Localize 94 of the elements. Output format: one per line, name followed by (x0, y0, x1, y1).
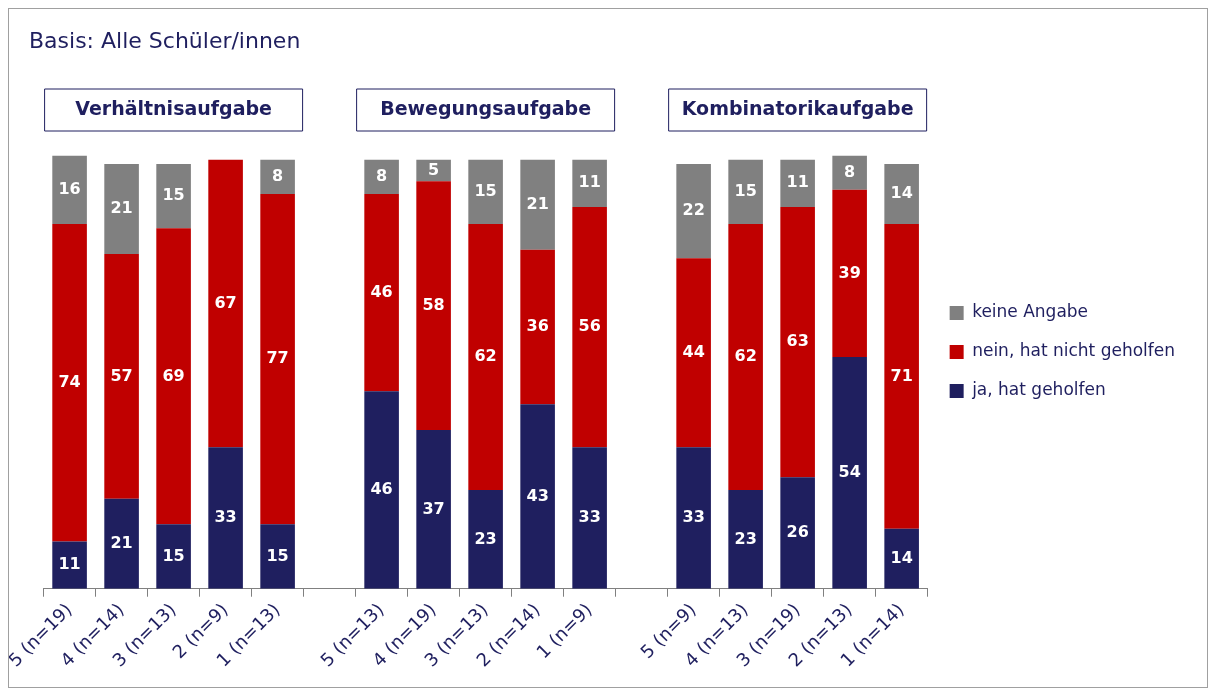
data-label: 69 (162, 365, 185, 385)
data-label: 15 (162, 545, 185, 565)
chart-title: Basis: Alle Schüler/innen (29, 27, 301, 53)
bar (468, 490, 503, 589)
bar (364, 194, 399, 392)
bar (260, 159, 295, 195)
bar (728, 224, 763, 491)
legend-label: keine Angabe (972, 301, 1089, 322)
data-label: 15 (162, 185, 185, 205)
data-label: 8 (844, 161, 856, 181)
data-label: 71 (890, 365, 913, 385)
data-label: 14 (890, 547, 913, 567)
bar (676, 163, 711, 259)
bar (260, 524, 295, 589)
bar (52, 541, 87, 589)
text: Verhältnisaufgabe (75, 96, 272, 119)
data-label: 8 (376, 166, 388, 186)
data-label: 21 (526, 193, 549, 213)
bar (572, 206, 607, 448)
bar (104, 254, 139, 499)
bar (156, 228, 191, 525)
bar (364, 391, 399, 589)
data-label: 11 (58, 554, 81, 574)
bar (728, 490, 763, 589)
legend-label: ja, hat geholfen (971, 379, 1106, 400)
bar (520, 249, 555, 405)
bar (156, 524, 191, 589)
data-label: 8 (272, 166, 284, 186)
bar (364, 159, 399, 195)
data-label: 46 (370, 479, 393, 499)
bar (572, 159, 607, 207)
data-label: 74 (58, 371, 81, 391)
bar (468, 159, 503, 225)
data-label: 33 (682, 507, 705, 527)
bar (832, 189, 867, 358)
bar (884, 224, 919, 529)
bar (572, 447, 607, 589)
bar (208, 447, 243, 589)
bar (780, 477, 815, 589)
data-label: 23 (734, 528, 757, 548)
data-label: 67 (214, 292, 237, 312)
bar (208, 159, 243, 448)
data-label: 44 (682, 341, 705, 361)
data-label: 15 (734, 181, 757, 201)
data-label: 11 (786, 172, 809, 192)
bar (520, 159, 555, 250)
bar (260, 194, 295, 525)
text: Kombinatorikaufgabe (681, 96, 914, 119)
data-label: 62 (474, 346, 497, 366)
data-label: 46 (370, 281, 393, 301)
bar (728, 159, 763, 225)
data-label: 62 (734, 346, 757, 366)
data-label: 33 (214, 507, 237, 527)
data-label: 26 (786, 522, 809, 542)
bar (884, 163, 919, 225)
bar (416, 429, 451, 589)
data-label: 11 (578, 172, 601, 192)
legend-label: nein, hat nicht geholfen (972, 340, 1175, 361)
data-label: 57 (110, 365, 133, 385)
bar (676, 258, 711, 448)
bar (468, 224, 503, 491)
bar (832, 357, 867, 589)
data-label: 23 (474, 528, 497, 548)
data-label: 56 (578, 316, 601, 336)
bar (156, 163, 191, 229)
bar (780, 206, 815, 478)
bar (104, 163, 139, 255)
data-label: 54 (838, 462, 861, 482)
data-label: 5 (428, 159, 440, 179)
data-label: 16 (58, 178, 81, 198)
bar (520, 404, 555, 589)
bar (104, 498, 139, 589)
data-label: 58 (422, 294, 445, 314)
bar (52, 155, 87, 225)
data-label: 77 (266, 348, 289, 368)
data-label: 37 (422, 498, 445, 518)
data-label: 21 (110, 198, 133, 218)
data-label: 36 (526, 316, 549, 336)
data-label: 14 (890, 183, 913, 203)
data-label: 15 (474, 181, 497, 201)
data-label: 43 (526, 485, 549, 505)
bar (884, 528, 919, 589)
text: Bewegungsaufgabe (380, 96, 592, 119)
bar (416, 181, 451, 430)
data-label: 39 (838, 262, 861, 282)
bar (676, 447, 711, 589)
data-label: 63 (786, 331, 809, 351)
data-label: 15 (266, 545, 289, 565)
data-label: 33 (578, 507, 601, 527)
bar (780, 159, 815, 207)
data-label: 21 (110, 532, 133, 552)
bar (52, 224, 87, 542)
data-label: 22 (682, 200, 705, 220)
bar (832, 155, 867, 190)
